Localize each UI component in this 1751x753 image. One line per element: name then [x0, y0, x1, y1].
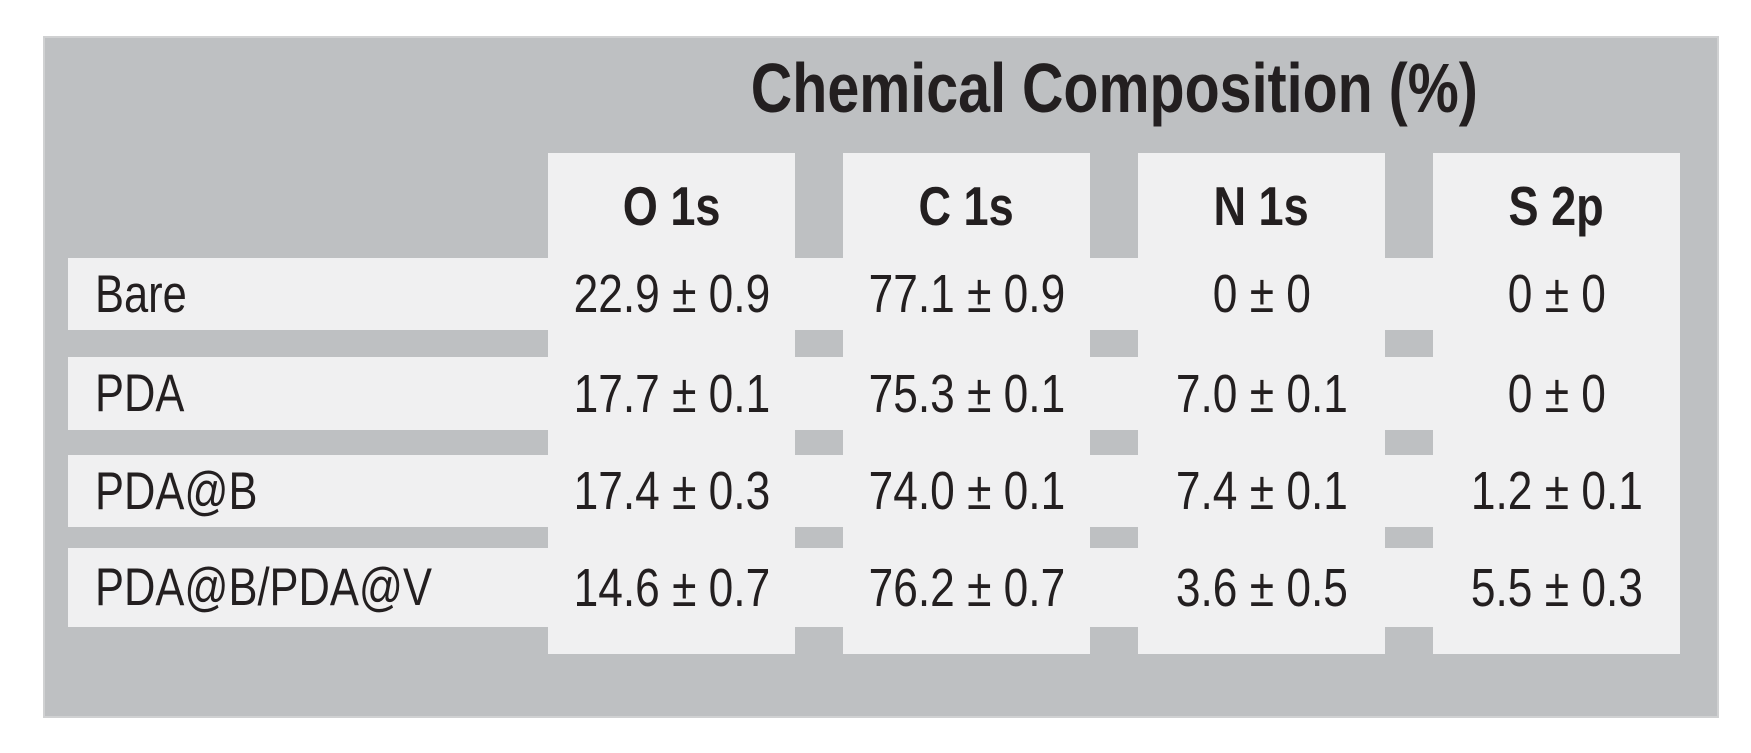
cell-pda-b-c1s: 74.0 ± 0.1	[868, 461, 1065, 521]
row-label-bare: Bare	[95, 264, 187, 324]
cell-pda-b-pda-v-n1s: 3.6 ± 0.5	[1175, 557, 1348, 618]
cell-pda-s2p: 0 ± 0	[1507, 363, 1606, 424]
cell-pda-b-n1s: 7.4 ± 0.1	[1175, 461, 1348, 521]
table-title: Chemical Composition (%)	[750, 48, 1478, 127]
row-label-pda-b: PDA@B	[95, 461, 258, 521]
cell-bare-s2p: 0 ± 0	[1507, 264, 1606, 324]
cell-bare-c1s: 77.1 ± 0.9	[868, 264, 1065, 324]
cell-pda-b-s2p: 1.2 ± 0.1	[1470, 461, 1643, 521]
column-strip-s2p	[1433, 153, 1680, 654]
column-header-s2p: S 2p	[1508, 174, 1605, 237]
cell-pda-o1s: 17.7 ± 0.1	[573, 363, 770, 424]
column-header-n1s: N 1s	[1213, 174, 1310, 237]
column-strip-c1s	[843, 153, 1090, 654]
cell-pda-c1s: 75.3 ± 0.1	[868, 363, 1065, 424]
cell-pda-b-pda-v-s2p: 5.5 ± 0.3	[1470, 557, 1643, 618]
column-strip-n1s	[1138, 153, 1385, 654]
cell-pda-b-pda-v-o1s: 14.6 ± 0.7	[573, 557, 770, 618]
column-strip-o1s	[548, 153, 795, 654]
column-header-o1s: O 1s	[622, 174, 721, 237]
cell-bare-n1s: 0 ± 0	[1212, 264, 1311, 324]
row-label-pda-b-pda-v: PDA@B/PDA@V	[95, 558, 433, 617]
cell-pda-b-pda-v-c1s: 76.2 ± 0.7	[868, 557, 1065, 618]
row-label-pda: PDA	[95, 364, 185, 423]
cell-pda-n1s: 7.0 ± 0.1	[1175, 363, 1348, 424]
column-header-c1s: C 1s	[918, 174, 1015, 237]
cell-pda-b-o1s: 17.4 ± 0.3	[573, 461, 770, 521]
cell-bare-o1s: 22.9 ± 0.9	[573, 264, 770, 324]
